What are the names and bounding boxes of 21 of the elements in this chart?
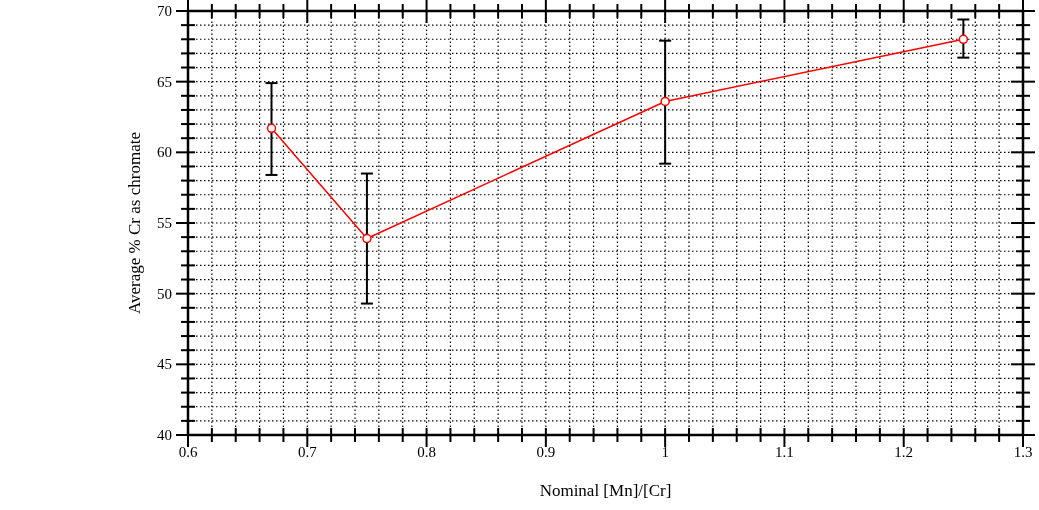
y-tick-label: 50 <box>157 285 172 302</box>
x-tick-label: 1 <box>661 444 669 460</box>
x-tick-label: 0.8 <box>417 444 436 460</box>
point <box>362 233 372 244</box>
y-tick-label: 70 <box>157 3 172 19</box>
x-tick-label: 0.9 <box>536 444 556 460</box>
y-tick-label: 40 <box>157 427 172 443</box>
x-tick-label: 0.6 <box>178 444 198 460</box>
x-tick-label: 1.2 <box>894 444 914 460</box>
y-tick-label: 55 <box>157 215 172 231</box>
y-axis-title: Average % Cr as chromate <box>125 132 144 314</box>
y-tick-label: 45 <box>157 356 172 373</box>
x-axis-title: Nominal [Mn]/[Cr] <box>539 481 672 500</box>
y-tick-label: 60 <box>157 144 172 161</box>
point <box>660 96 670 107</box>
point <box>266 123 277 134</box>
point <box>958 34 969 45</box>
x-tick-label: 1.3 <box>1013 444 1033 460</box>
x-tick-label: 0.7 <box>297 444 318 460</box>
y-tick-label: 65 <box>157 73 172 90</box>
x-tick-label: 1.1 <box>775 444 794 460</box>
